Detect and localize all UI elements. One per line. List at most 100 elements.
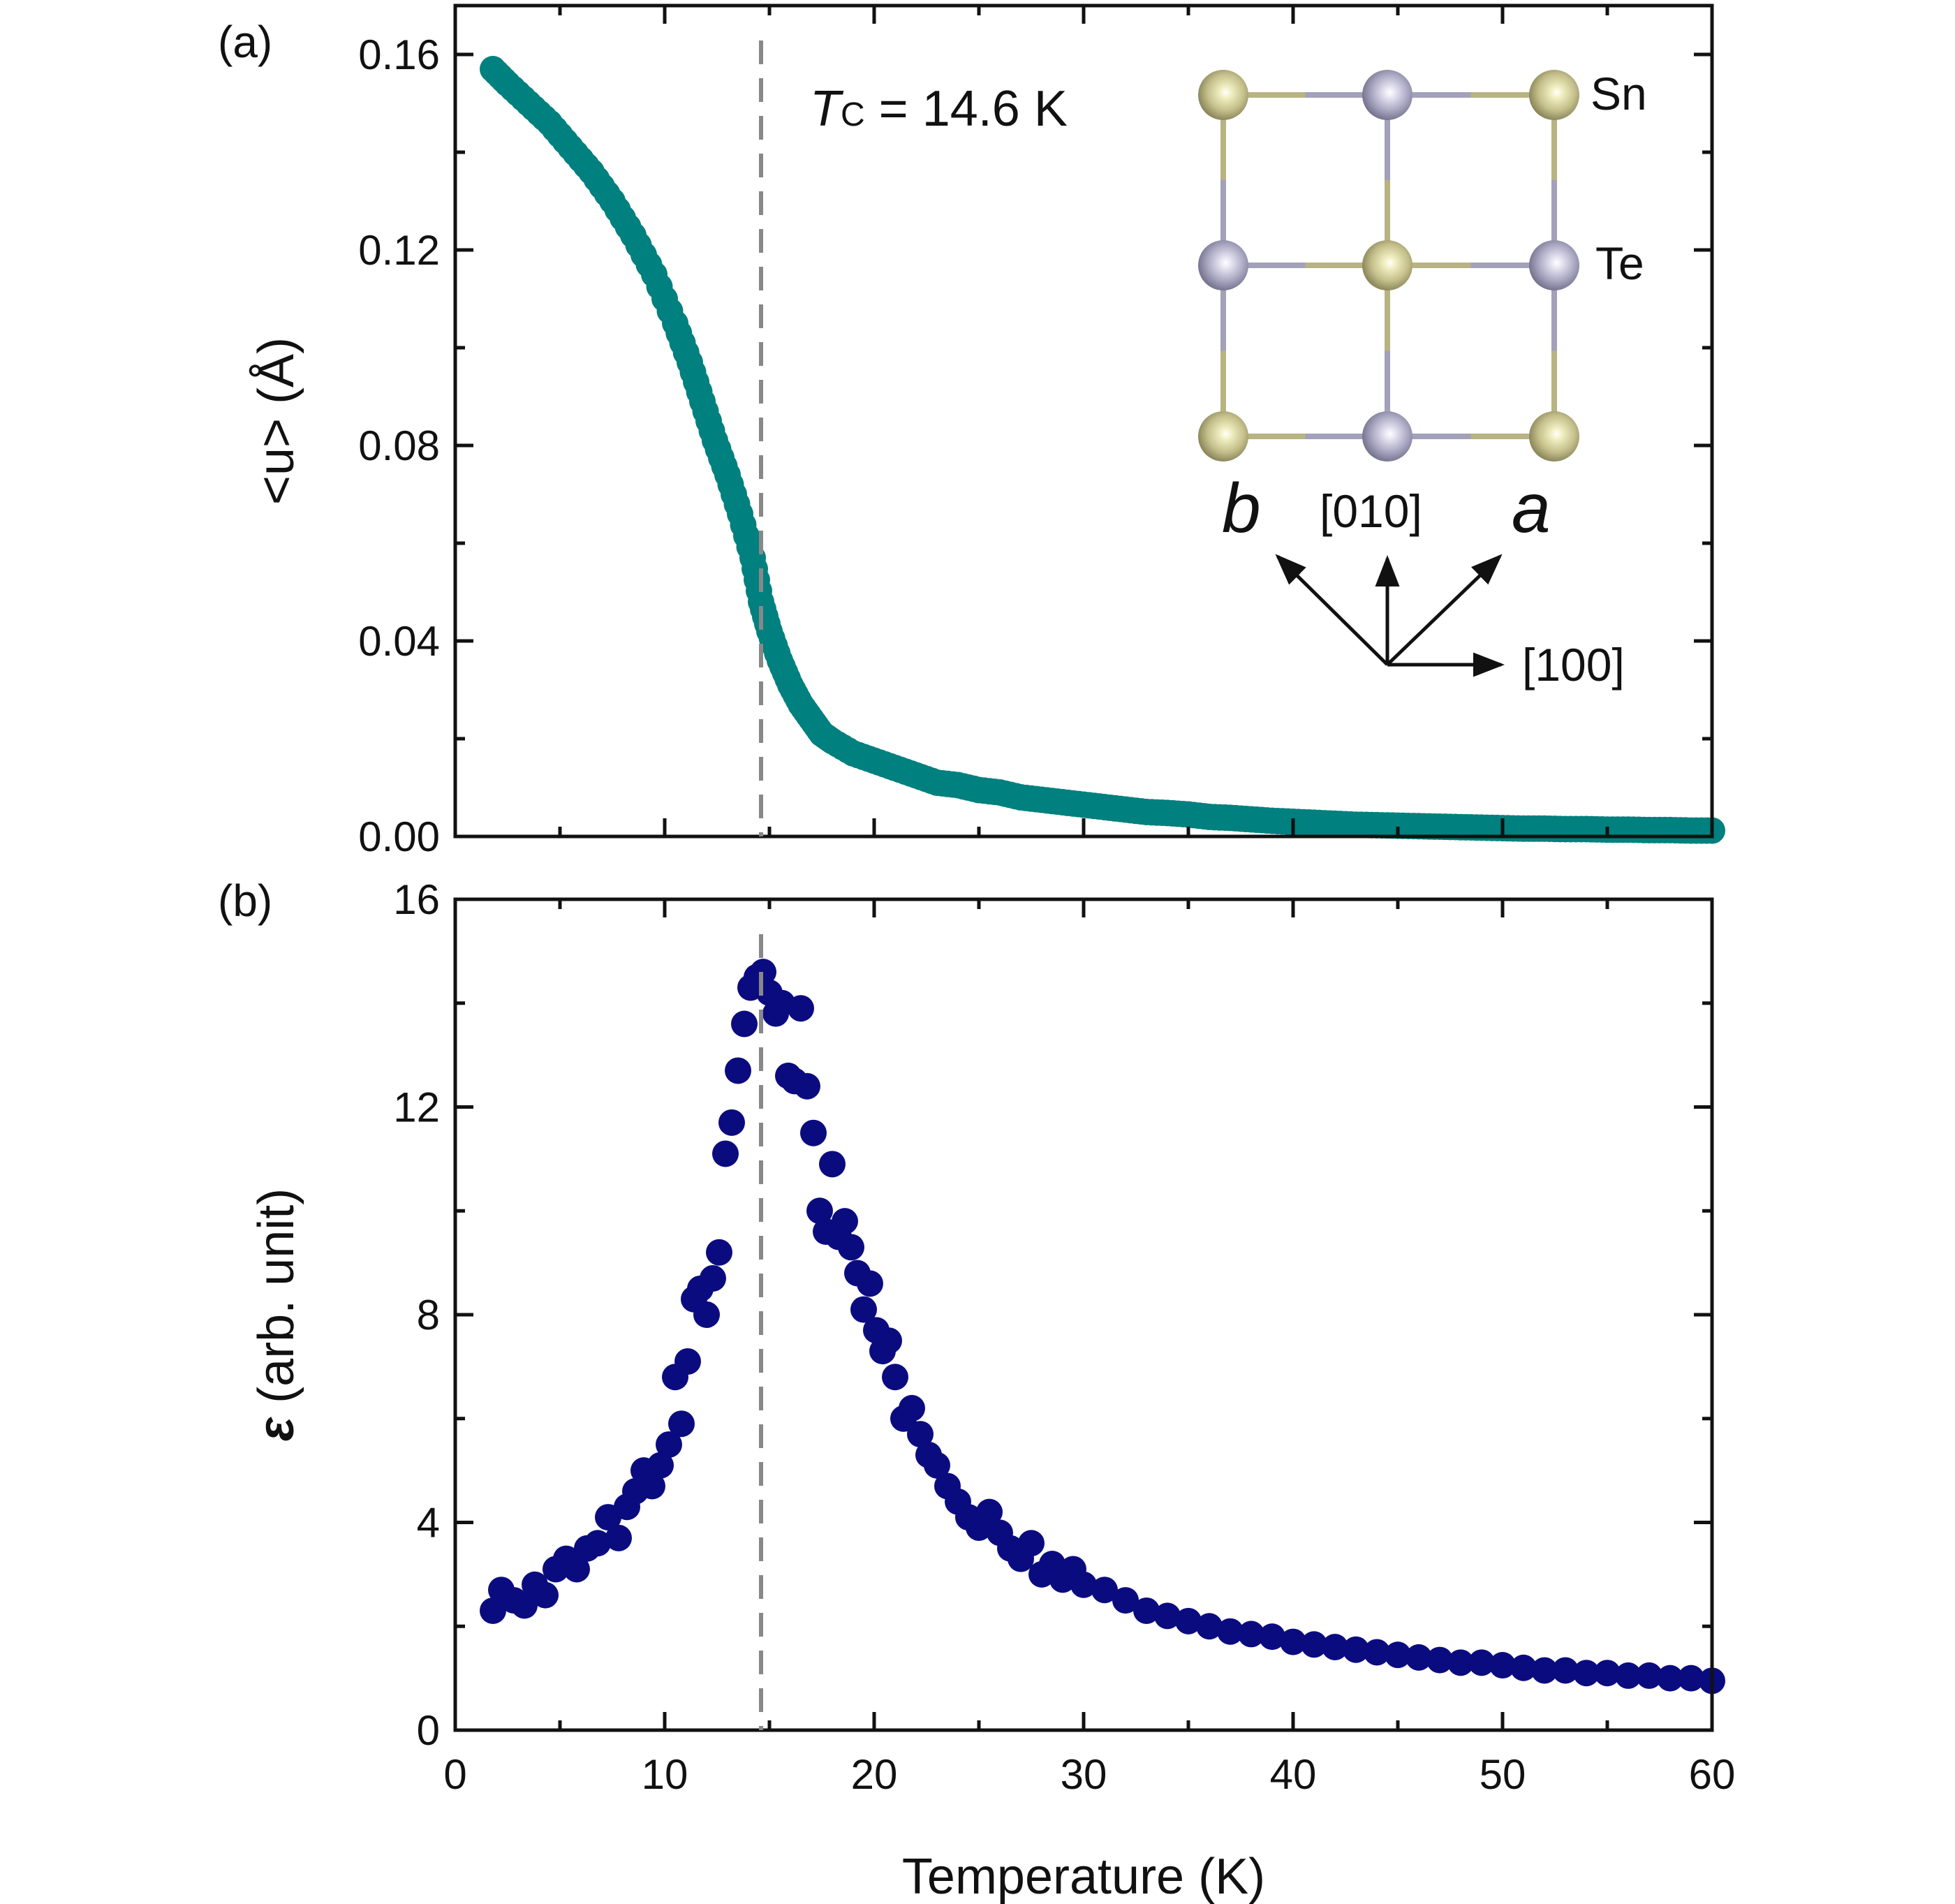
panel-b-data-point bbox=[1154, 1602, 1181, 1630]
atom-label-te: Te bbox=[1595, 237, 1644, 289]
panel-b-data-point bbox=[718, 1109, 745, 1136]
panel-b-data-point bbox=[1426, 1646, 1453, 1674]
atom-te bbox=[1529, 240, 1579, 290]
panel-b-frame bbox=[453, 897, 1714, 1732]
panel-b-data-point bbox=[532, 1581, 559, 1609]
panel-a-y-tick-label: 0.08 bbox=[358, 422, 440, 469]
atom-label-sn: Sn bbox=[1591, 68, 1647, 119]
axis-label-010: [010] bbox=[1320, 485, 1422, 537]
panel-b-data-point bbox=[1594, 1660, 1621, 1687]
panel-b-data-point bbox=[838, 1234, 864, 1261]
panel-a-frame bbox=[453, 3, 1714, 839]
panel-b-data-point bbox=[647, 1452, 674, 1479]
panel-b-y-axis-unit: (arb. unit) bbox=[249, 1188, 304, 1417]
panel-b-data-point bbox=[1112, 1587, 1139, 1614]
panel-b-data-point bbox=[857, 1270, 883, 1297]
panel-b-data-point bbox=[1070, 1571, 1097, 1598]
atom-sn bbox=[1529, 411, 1579, 462]
panel-b-data-point bbox=[1091, 1577, 1118, 1604]
panel-b-data-point bbox=[1322, 1634, 1348, 1660]
atom-te bbox=[1362, 411, 1412, 462]
panel-b-data-point bbox=[1552, 1657, 1579, 1684]
panel-b-data-point bbox=[1468, 1649, 1495, 1676]
panel-b-x-tick-label: 10 bbox=[642, 1751, 688, 1798]
panel-b-data-point bbox=[1238, 1621, 1264, 1648]
panel-b-data-point bbox=[1657, 1665, 1683, 1692]
axis-label-100: [100] bbox=[1522, 639, 1625, 691]
panel-b-data-point bbox=[1510, 1654, 1537, 1681]
panel-b-data-point bbox=[876, 1327, 902, 1355]
panel-b-data-point bbox=[899, 1394, 925, 1422]
panel-a-y-tick-label: 0.04 bbox=[358, 618, 440, 665]
panel-b-data-point bbox=[693, 1301, 720, 1328]
panel-b-data-point bbox=[788, 995, 814, 1022]
panel-b-data-point bbox=[1301, 1631, 1327, 1658]
panel-b-data-point bbox=[882, 1364, 908, 1391]
panel-b-y-axis-title: ε (arb. unit) bbox=[249, 1188, 304, 1442]
panel-b-x-tick-label: 20 bbox=[851, 1751, 898, 1798]
arrow-a bbox=[1386, 554, 1503, 666]
x-axis-title: Temperature (K) bbox=[902, 1849, 1265, 1904]
epsilon-symbol: ε bbox=[249, 1416, 304, 1441]
panel-b-data-point bbox=[1175, 1607, 1202, 1634]
panel-b-x-tick-label: 0 bbox=[443, 1751, 466, 1798]
panel-b-data-point bbox=[1280, 1628, 1306, 1655]
panel-b-data-point bbox=[563, 1556, 590, 1583]
panel-b-data-point bbox=[639, 1473, 665, 1500]
atom-sn bbox=[1198, 70, 1248, 120]
panel-b-data-point bbox=[1364, 1639, 1390, 1666]
panel-b-x-tick-label: 40 bbox=[1270, 1751, 1317, 1798]
panel-b-data-point bbox=[1259, 1623, 1285, 1651]
panel-b-data-point bbox=[605, 1524, 632, 1551]
atom-sn bbox=[1198, 411, 1248, 462]
panel-b-data-point bbox=[1196, 1613, 1223, 1640]
panel-a-x-ticks bbox=[453, 6, 1714, 836]
panel-b-y-tick-label: 0 bbox=[417, 1707, 440, 1754]
panel-b-y-ticks: 0 4 8 12 16 bbox=[393, 876, 1712, 1754]
panel-b-data-point bbox=[656, 1431, 682, 1458]
panel-b-data-point bbox=[907, 1421, 934, 1448]
panel-b-data-point bbox=[1489, 1652, 1516, 1679]
tc-symbol: T bbox=[810, 81, 844, 137]
axis-label-a: a bbox=[1512, 469, 1551, 547]
panel-b-data-point bbox=[794, 1072, 820, 1100]
panel-b-data-point bbox=[674, 1348, 701, 1375]
axis-label-b: b bbox=[1222, 469, 1261, 547]
panel-a-label: (a) bbox=[218, 17, 272, 67]
panel-b-data-point bbox=[1615, 1662, 1642, 1689]
panel-b-data-point bbox=[976, 1498, 1003, 1526]
panel-b-x-tick-label: 30 bbox=[1061, 1751, 1107, 1798]
panel-b-x-tick-label: 60 bbox=[1689, 1751, 1736, 1798]
panel-b-data-point bbox=[806, 1197, 833, 1225]
tc-value: = 14.6 K bbox=[865, 81, 1068, 137]
panel-b-data-point bbox=[1385, 1641, 1411, 1669]
panel-b-data-point bbox=[1133, 1597, 1160, 1624]
panel-b-y-tick-label: 4 bbox=[417, 1500, 440, 1547]
panel-b-data-point bbox=[1447, 1649, 1474, 1676]
tc-annotation: TC = 14.6 K bbox=[810, 81, 1068, 137]
panel-b-x-tick-label: 50 bbox=[1480, 1751, 1526, 1798]
panel-b-data-point bbox=[700, 1264, 726, 1292]
panel-b-data-point bbox=[706, 1239, 732, 1266]
panel-b-data-point bbox=[480, 1597, 506, 1624]
panel-b-data-point bbox=[1018, 1530, 1045, 1557]
panel-b-data-point bbox=[924, 1452, 950, 1479]
panel-a-y-tick-label: 0.00 bbox=[358, 813, 440, 860]
panel-b-data-point bbox=[712, 1140, 739, 1167]
lattice-atoms bbox=[1198, 70, 1579, 462]
panel-b-data-point bbox=[1531, 1657, 1558, 1684]
panel-b-x-ticks: 0 10 20 30 40 50 60 bbox=[443, 899, 1735, 1798]
atom-sn bbox=[1529, 70, 1579, 120]
panel-b-y-tick-label: 16 bbox=[393, 876, 440, 923]
panel-a-y-tick-label: 0.12 bbox=[358, 227, 440, 274]
panel-b-data-point bbox=[1406, 1644, 1432, 1671]
panel-b-data-point bbox=[819, 1151, 846, 1178]
panel-a-y-axis-title: <u> (Å) bbox=[249, 337, 304, 505]
panel-b-data-point bbox=[584, 1530, 611, 1557]
panel-b-data-point bbox=[850, 1296, 877, 1323]
panel-b-data-point bbox=[725, 1057, 751, 1084]
panel-b-data-point bbox=[800, 1119, 827, 1146]
arrow-b bbox=[1275, 554, 1389, 666]
